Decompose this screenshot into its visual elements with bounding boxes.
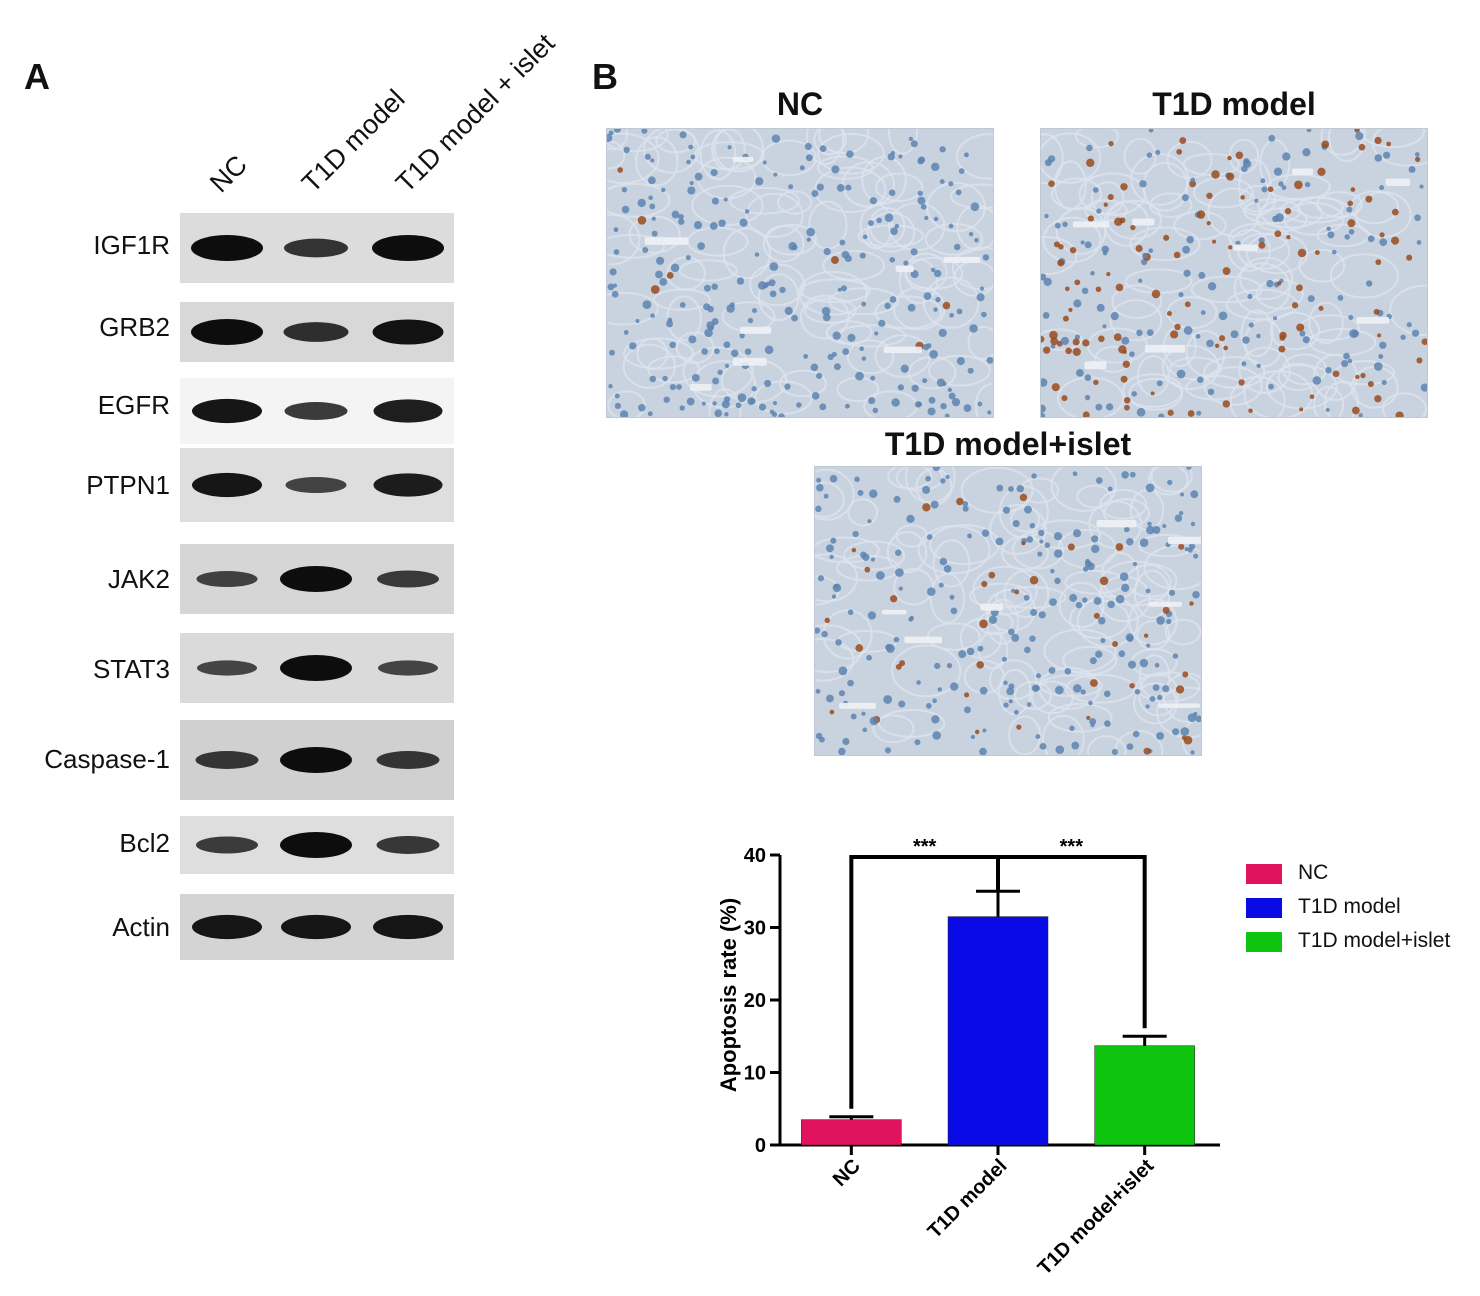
legend-item-nc: NC xyxy=(1246,860,1476,894)
blot-band xyxy=(373,399,443,423)
micrograph-nc xyxy=(606,128,994,418)
legend-swatch-nc xyxy=(1246,864,1282,884)
blot-strip xyxy=(180,633,454,703)
blot-band xyxy=(281,914,351,940)
blot-band xyxy=(191,235,263,261)
row-label-jak2: JAK2 xyxy=(107,564,170,594)
y-tick-label: 30 xyxy=(744,918,766,940)
panel-b-label: B xyxy=(592,56,618,97)
blot-band xyxy=(192,914,262,940)
micrograph-t1d xyxy=(1040,128,1428,418)
panel-a-label: A xyxy=(24,56,50,97)
blot-band xyxy=(376,836,440,854)
y-tick-label: 10 xyxy=(744,1063,766,1085)
blot-band xyxy=(196,836,258,854)
chart-legend: NC T1D model T1D model+islet xyxy=(1246,860,1476,962)
blot-strip xyxy=(180,894,454,960)
blot-strip xyxy=(180,720,454,800)
blot-band xyxy=(191,319,263,345)
bar xyxy=(1094,1045,1195,1146)
blot-band xyxy=(284,238,348,258)
blot-grb2 xyxy=(180,302,454,362)
legend-swatch-t1d-islet xyxy=(1246,932,1282,952)
blot-strip xyxy=(180,816,454,874)
blot-egfr xyxy=(180,378,454,444)
row-label-grb2: GRB2 xyxy=(99,312,170,342)
legend-label-t1d: T1D model xyxy=(1298,895,1401,918)
blot-band xyxy=(372,235,444,261)
apoptosis-bar-chart: 0 10 20 30 40 NC T1D model T1D model+islet *** **… xyxy=(716,836,1220,1279)
row-label-igf1r: IGF1R xyxy=(93,230,170,260)
y-tick-label: 40 xyxy=(744,845,766,867)
blot-strip xyxy=(180,213,454,283)
blot-band xyxy=(376,751,440,769)
legend-label-t1d-islet: T1D model+islet xyxy=(1298,929,1451,952)
row-label-stat3: STAT3 xyxy=(92,654,170,684)
legend-item-t1d: T1D model xyxy=(1246,894,1476,928)
blot-band xyxy=(284,402,348,420)
blot-actin xyxy=(180,894,454,960)
row-label-egfr: EGFR xyxy=(97,390,170,420)
blot-band xyxy=(280,655,352,681)
blot-band xyxy=(192,472,262,498)
blot-band xyxy=(373,914,443,940)
y-tick-label: 20 xyxy=(744,990,766,1012)
lane-label-t1d-islet: T1D model + islet xyxy=(390,27,561,199)
blot-band xyxy=(377,570,439,588)
blot-band xyxy=(280,832,352,858)
x-tick-label: T1D model xyxy=(924,1155,1012,1243)
micrograph-title-t1d: T1D model xyxy=(1152,86,1316,122)
blot-band xyxy=(192,398,262,424)
bar xyxy=(947,916,1049,1146)
chart-plot: 0 10 20 30 40 NC T1D model T1D model+islet *** **… xyxy=(744,836,1220,1279)
row-label-caspase-1: Caspase-1 xyxy=(44,744,170,774)
blot-strip xyxy=(180,378,454,444)
blot-band xyxy=(280,747,352,773)
legend-item-t1d-islet: T1D model+islet xyxy=(1246,928,1476,962)
blot-bcl2 xyxy=(180,816,454,874)
blot-strip xyxy=(180,544,454,614)
tissue-image-t1d xyxy=(1041,129,1427,417)
blot-caspase-1 xyxy=(180,720,454,800)
blot-band xyxy=(378,660,438,676)
blot-band xyxy=(197,660,257,676)
x-tick-label: NC xyxy=(829,1155,865,1191)
bar xyxy=(801,1119,902,1146)
blot-band xyxy=(195,751,259,769)
legend-swatch-t1d xyxy=(1246,898,1282,918)
blot-jak2 xyxy=(180,544,454,614)
micrograph-t1d-islet xyxy=(814,466,1202,756)
blot-strip xyxy=(180,448,454,522)
y-axis-title: Apoptosis rate (%) xyxy=(716,898,741,1092)
blot-igf1r xyxy=(180,213,454,283)
blot-stat3 xyxy=(180,633,454,703)
row-label-ptpn1: PTPN1 xyxy=(86,470,170,500)
blot-band xyxy=(196,570,258,588)
legend-label-nc: NC xyxy=(1298,861,1329,884)
blot-band xyxy=(283,322,349,342)
tissue-image-t1d-islet xyxy=(815,467,1201,755)
blot-band xyxy=(373,473,443,497)
micrograph-title-t1d-islet: T1D model+islet xyxy=(884,426,1132,462)
blot-band xyxy=(280,566,352,592)
lane-label-nc: NC xyxy=(204,149,253,199)
significance-bracket xyxy=(996,855,1147,1029)
blot-ptpn1 xyxy=(180,448,454,522)
tissue-image-nc xyxy=(607,129,993,417)
blot-strip xyxy=(180,302,454,362)
blot-band xyxy=(285,476,347,494)
significance-label: *** xyxy=(913,836,937,858)
micrograph-title-nc: NC xyxy=(776,86,824,122)
blot-band xyxy=(372,319,444,345)
y-tick-label: 0 xyxy=(755,1135,766,1157)
significance-label: *** xyxy=(1060,836,1084,858)
x-tick-label: T1D model+islet xyxy=(1034,1155,1159,1280)
row-label-bcl2: Bcl2 xyxy=(119,828,170,858)
row-label-actin: Actin xyxy=(112,912,170,942)
